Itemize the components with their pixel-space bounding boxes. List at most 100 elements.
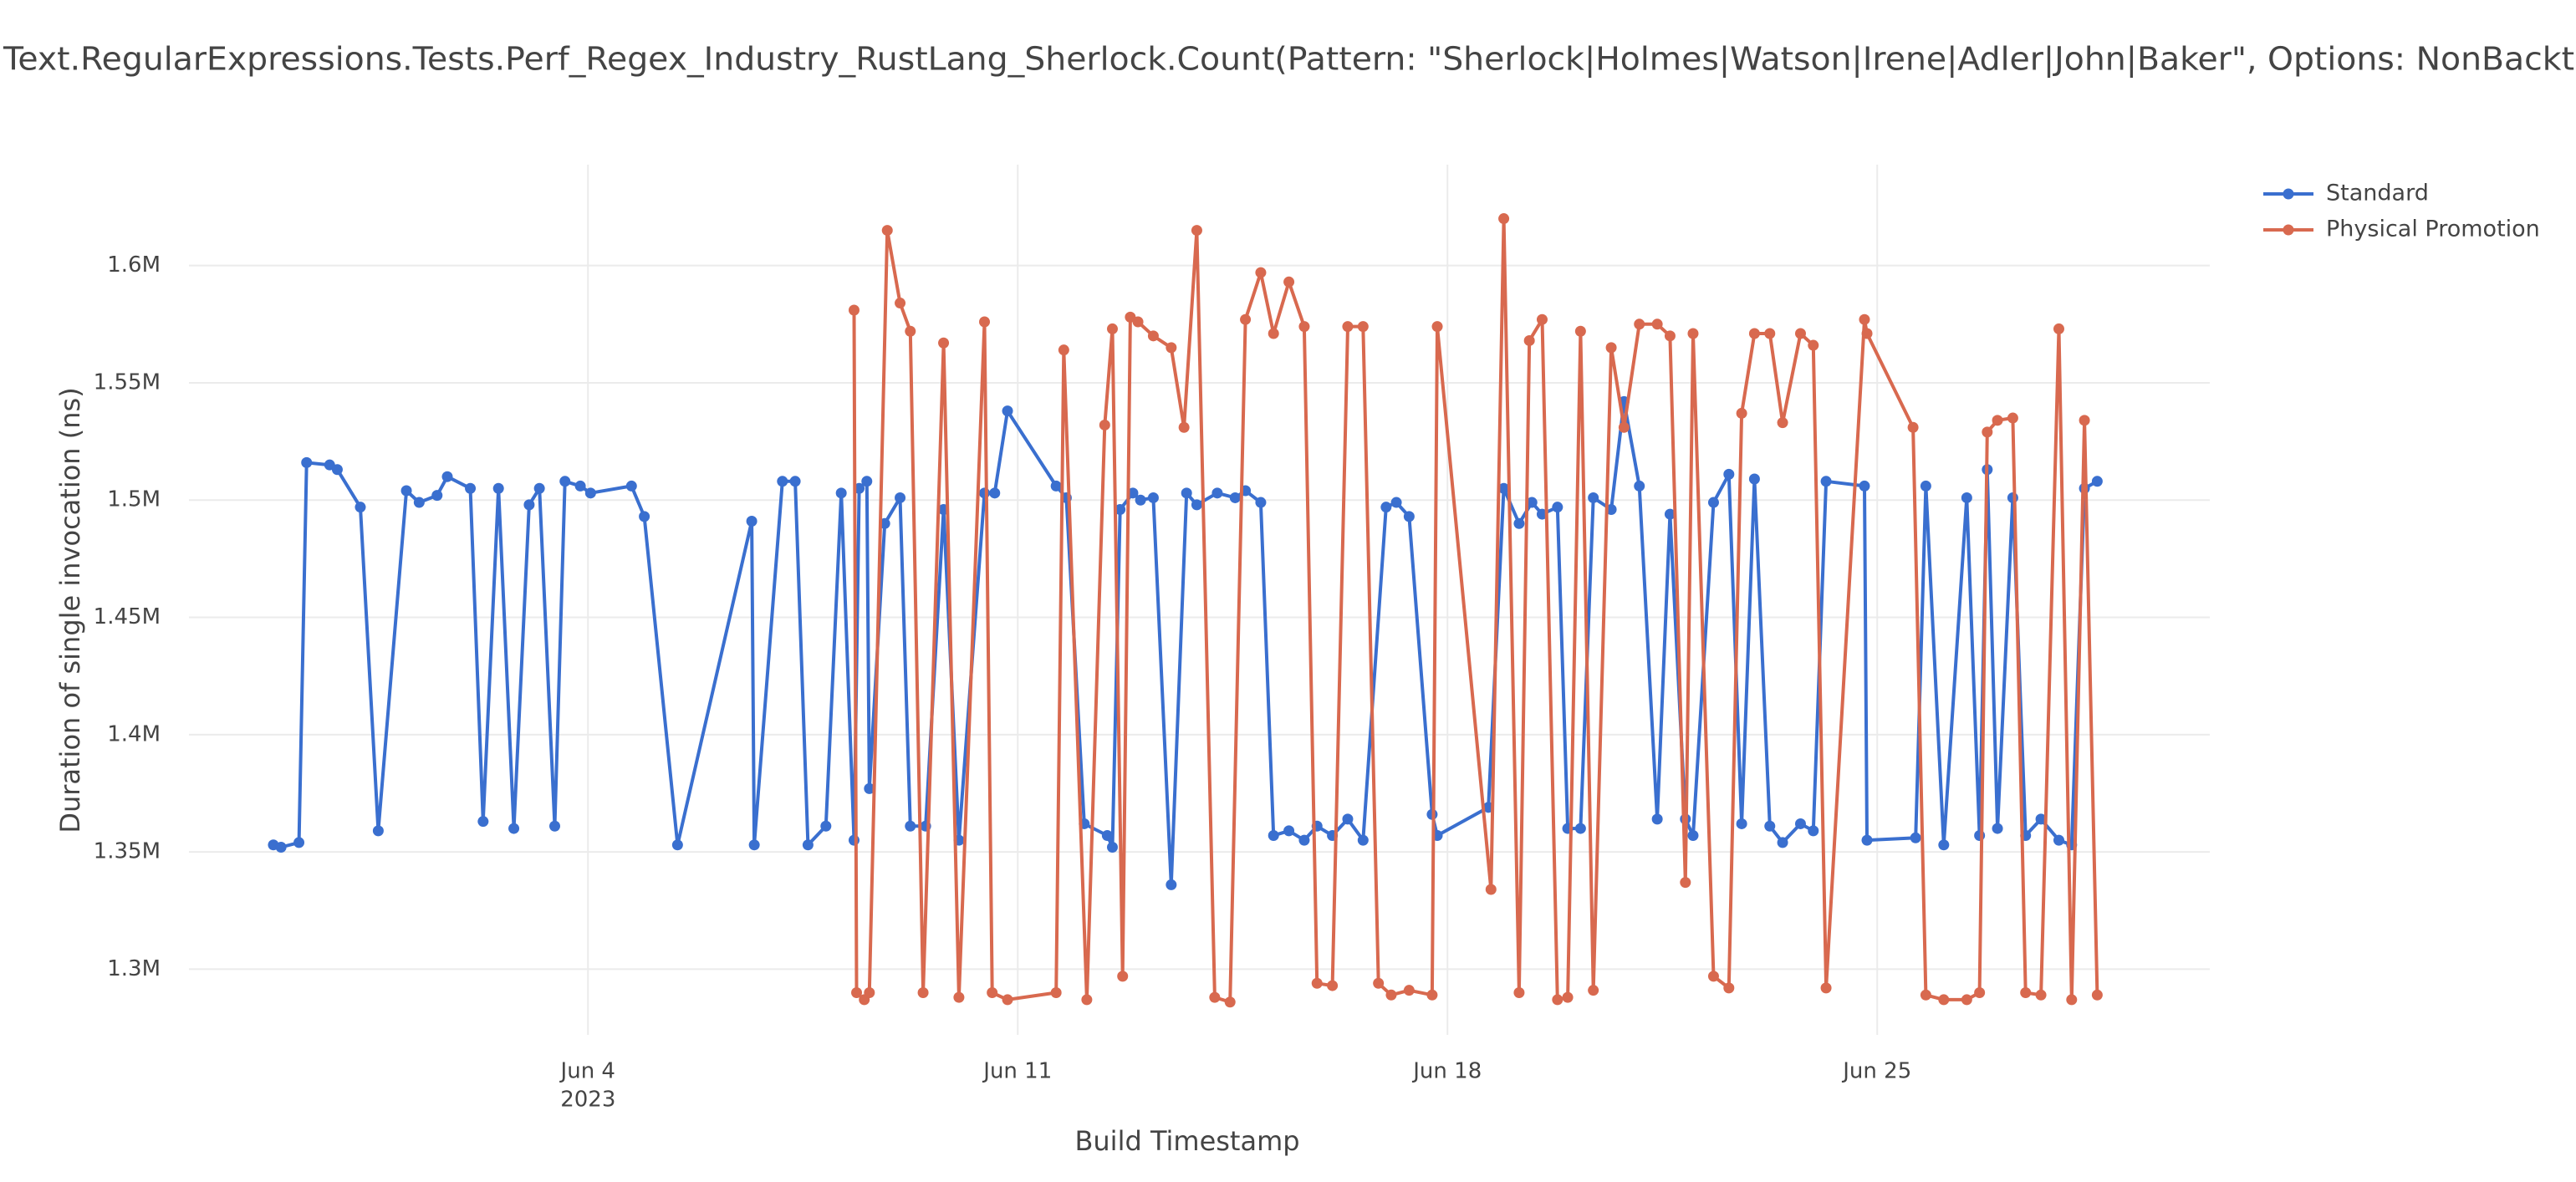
data-point (2079, 415, 2090, 426)
data-point (465, 482, 477, 494)
data-point (1651, 318, 1663, 330)
data-point (1574, 823, 1586, 834)
data-point (1058, 344, 1069, 356)
data-point (1562, 991, 1574, 1003)
data-point (802, 839, 814, 851)
data-point (1268, 328, 1279, 339)
data-point (1135, 494, 1146, 506)
data-point (1588, 985, 1599, 996)
data-point (864, 782, 875, 794)
data-point (1680, 877, 1691, 889)
data-point (1181, 487, 1192, 499)
data-point (639, 511, 650, 522)
data-point (953, 991, 965, 1003)
data-point (1050, 480, 1062, 492)
data-point (1513, 986, 1525, 998)
data-point (1485, 884, 1497, 895)
data-point (400, 485, 412, 497)
data-point (1357, 834, 1369, 846)
data-point (1127, 487, 1139, 499)
data-point (938, 337, 950, 349)
data-point (533, 482, 545, 494)
data-point (355, 502, 366, 513)
x-axis-title: Build Timestamp (1074, 1125, 1299, 1157)
data-point (848, 304, 860, 316)
data-point (1777, 417, 1788, 429)
data-point (854, 482, 865, 494)
data-point (574, 480, 586, 492)
data-point (477, 816, 489, 828)
y-tick-label: 1.45M (94, 604, 161, 629)
data-point (1974, 986, 1986, 998)
data-point (1736, 407, 1747, 419)
data-point (1513, 517, 1525, 529)
data-point (1748, 328, 1760, 339)
data-point (2007, 412, 2018, 424)
data-point (1283, 276, 1295, 288)
data-point (1574, 325, 1586, 337)
data-point (1723, 468, 1735, 480)
legend-label: Physical Promotion (2326, 217, 2540, 242)
data-point (1920, 989, 1931, 1001)
data-point (1820, 476, 1832, 487)
data-point (1002, 405, 1013, 417)
data-point (1132, 316, 1144, 328)
data-point (1808, 339, 1819, 351)
data-point (1910, 832, 1921, 843)
legend-marker (2283, 188, 2294, 200)
data-point (979, 316, 991, 328)
data-point (1764, 820, 1776, 832)
data-point (1106, 842, 1118, 853)
data-point (1147, 492, 1159, 503)
series-line (852, 217, 2099, 1004)
data-point (1298, 834, 1310, 846)
data-point (2020, 986, 2032, 998)
data-point (1992, 415, 2003, 426)
data-point (917, 986, 929, 998)
data-point (584, 487, 596, 499)
data-point (1342, 321, 1354, 333)
data-point (331, 464, 343, 476)
y-tick-label: 1.3M (107, 956, 161, 981)
data-point (1605, 503, 1617, 515)
data-point (275, 842, 287, 853)
data-point (1099, 419, 1110, 431)
x-tick-label: Jun 18 (1411, 1059, 1482, 1084)
data-point (1618, 421, 1630, 433)
data-point (1385, 989, 1397, 1001)
data-point (1403, 985, 1415, 996)
data-point (1255, 267, 1267, 278)
data-point (1283, 825, 1295, 837)
data-point (1002, 994, 1013, 1006)
data-point (1552, 502, 1563, 513)
data-point (431, 490, 443, 502)
data-point (1390, 497, 1402, 508)
data-point (895, 492, 906, 503)
data-point (2053, 834, 2064, 846)
data-point (777, 476, 788, 487)
data-point (861, 476, 873, 487)
data-point (905, 820, 916, 832)
data-point (987, 986, 998, 998)
data-point (989, 487, 1001, 499)
data-point (1050, 986, 1062, 998)
data-point (1191, 499, 1202, 511)
data-point (835, 487, 847, 499)
data-point (2091, 476, 2103, 487)
data-point (1982, 426, 1993, 438)
data-point (1920, 480, 1931, 492)
data-point (1687, 328, 1699, 339)
data-point (864, 986, 875, 998)
y-tick-label: 1.6M (107, 252, 161, 278)
data-point (1664, 508, 1676, 520)
data-point (1961, 492, 1972, 503)
data-point (851, 986, 863, 998)
data-point (413, 497, 425, 508)
data-point (1664, 330, 1676, 342)
data-point (1403, 511, 1415, 522)
y-tick-label: 1.4M (107, 721, 161, 746)
data-point (372, 825, 384, 837)
data-point (508, 823, 520, 834)
data-point (1101, 829, 1113, 841)
y-tick-label: 1.35M (94, 839, 161, 864)
